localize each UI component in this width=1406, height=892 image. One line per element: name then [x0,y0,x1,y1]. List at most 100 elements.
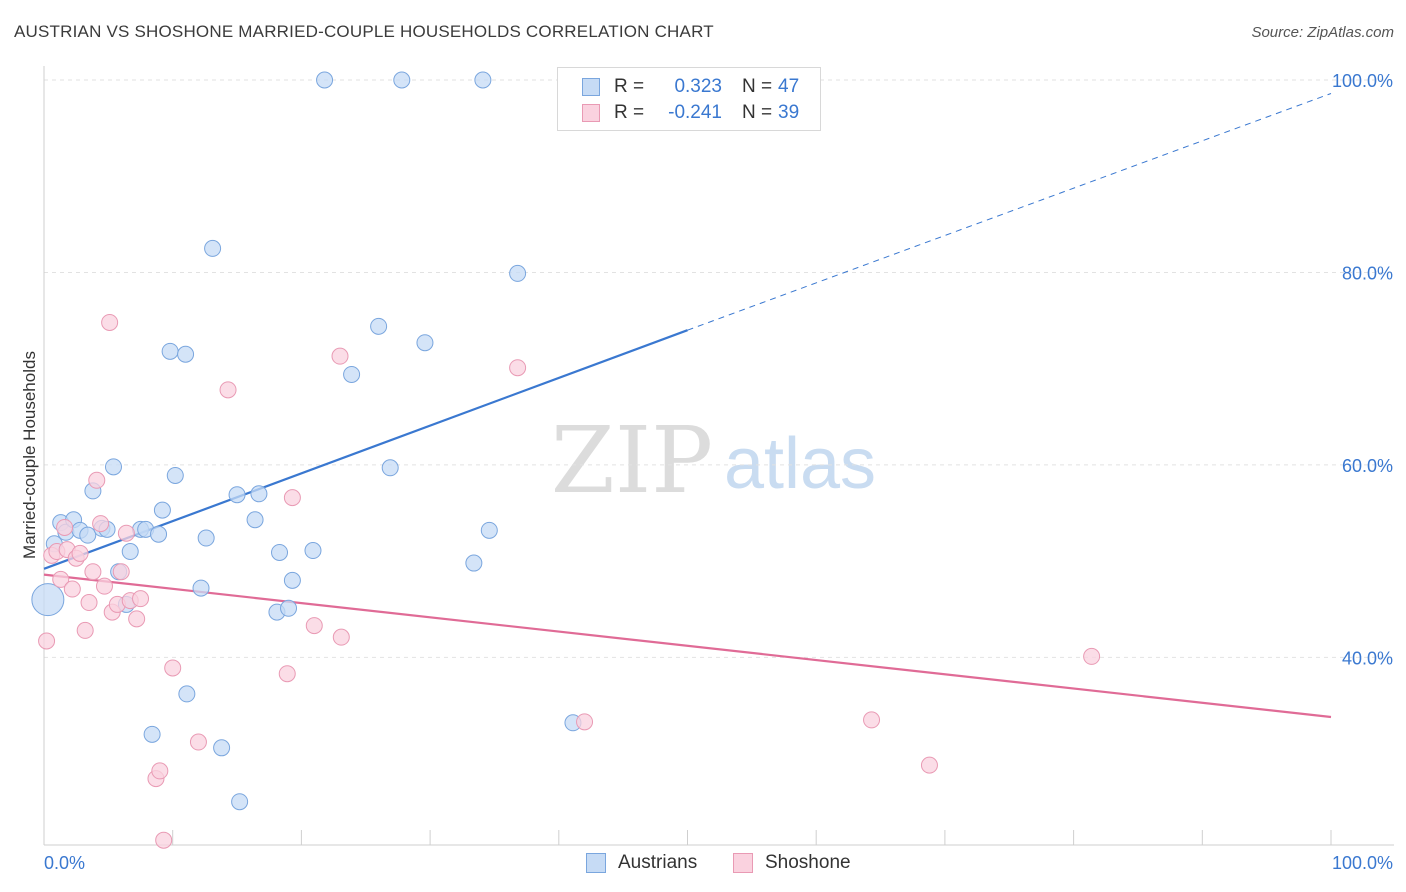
austrians-point [178,685,196,703]
shoshone-point [63,580,81,598]
data-points [31,71,1101,849]
austrians-point [271,543,289,561]
shoshone-point [84,563,102,581]
austrians-point [150,525,168,543]
austrians-point [79,526,97,544]
legend-item-austrians[interactable]: Austrians [586,852,697,874]
shoshone-point [331,347,349,365]
austrians-point [474,71,492,89]
shoshone-point [95,577,113,595]
austrians-swatch [582,78,600,96]
austrians-legend-label: Austrians [618,852,698,873]
austrians-point [197,529,215,547]
shoshone-point [164,659,182,677]
shoshone-point [863,711,881,729]
shoshone-point [920,756,938,774]
shoshone-trend-line [43,573,1332,719]
austrians-point [480,521,498,539]
legend-n-value: 39 [778,102,800,123]
y-tick-label: 60.0% [1342,456,1393,476]
y-tick-label: 80.0% [1342,263,1393,283]
austrians-point [231,793,249,811]
shoshone-point [76,621,94,639]
shoshone-point [101,313,119,331]
shoshone-point [189,733,207,751]
austrians-point [104,458,122,476]
watermark: ZIP atlas [551,407,876,514]
shoshone-legend-label: Shoshone [765,852,851,873]
shoshone-point [80,594,98,612]
shoshone-point [38,632,56,650]
austrians-point [343,365,361,383]
austrians-point [316,71,334,89]
austrians-point [381,459,399,477]
shoshone-swatch [582,104,600,122]
axes [43,66,1394,846]
austrians-point [153,501,171,519]
shoshone-point [88,471,106,489]
shoshone-point [509,359,527,377]
austrians-point [192,579,210,597]
shoshone-point [128,610,146,628]
austrians-point [370,317,388,335]
legend-row-austrians: R = 0.323 N = 47 [582,74,799,100]
legend-r-label: R = [614,102,645,123]
shoshone-point [52,570,70,588]
watermark-atlas: atlas [724,424,876,504]
legend-item-shoshone[interactable]: Shoshone [733,852,851,874]
shoshone-point [305,617,323,635]
y-tick-label: 100.0% [1332,71,1393,91]
shoshone-point [155,831,173,849]
austrians-point [509,264,527,282]
austrians-point [283,571,301,589]
trend-lines [43,93,1332,719]
shoshone-point [1083,647,1101,665]
shoshone-point [278,665,296,683]
shoshone-point [112,563,130,581]
shoshone-point [151,762,169,780]
austrians-point [143,725,161,743]
austrians-trend-extension [687,93,1332,331]
correlation-legend: R = 0.323 N = 47 R = -0.241 N = 39 [557,67,821,131]
source-label: Source: ZipAtlas.com [1251,24,1394,41]
austrians-point [228,486,246,504]
legend-r-label: R = [614,76,645,97]
tick-labels: 40.0% 60.0% 80.0% 100.0% 0.0% 100.0% [44,71,1393,873]
austrians-point [121,543,139,561]
shoshone-point [332,628,350,646]
shoshone-point [56,518,74,536]
austrians-point [246,511,264,529]
austrians-point [304,542,322,560]
austrians-point [393,71,411,89]
austrians-point [161,342,179,360]
y-axis-label: Married-couple Households [20,351,39,559]
y-tick-label: 40.0% [1342,648,1393,668]
austrians-point [166,466,184,484]
shoshone-point [219,381,237,399]
austrians-legend-swatch [586,853,606,873]
legend-r-value: 0.323 [674,76,722,97]
shoshone-point [92,515,110,533]
austrians-point [177,345,195,363]
x-tick-label: 100.0% [1332,853,1393,873]
legend-n-label: N = [742,76,773,97]
shoshone-point [132,590,150,608]
x-tick-label: 0.0% [44,853,85,873]
austrians-point [250,485,268,503]
legend-n-label: N = [742,102,773,123]
austrians-point [416,334,434,352]
austrians-point [465,554,483,572]
austrians-point [204,239,222,257]
austrians-point [213,739,231,757]
shoshone-point [283,489,301,507]
shoshone-point [71,544,89,562]
legend-r-value: -0.241 [668,102,722,123]
austrians-point [31,583,65,617]
chart-title: AUSTRIAN VS SHOSHONE MARRIED-COUPLE HOUS… [14,22,714,41]
grid-lines [44,79,1394,658]
legend-row-shoshone: R = -0.241 N = 39 [582,100,799,126]
shoshone-point [576,713,594,731]
austrians-point [280,599,298,617]
shoshone-legend-swatch [733,853,753,873]
